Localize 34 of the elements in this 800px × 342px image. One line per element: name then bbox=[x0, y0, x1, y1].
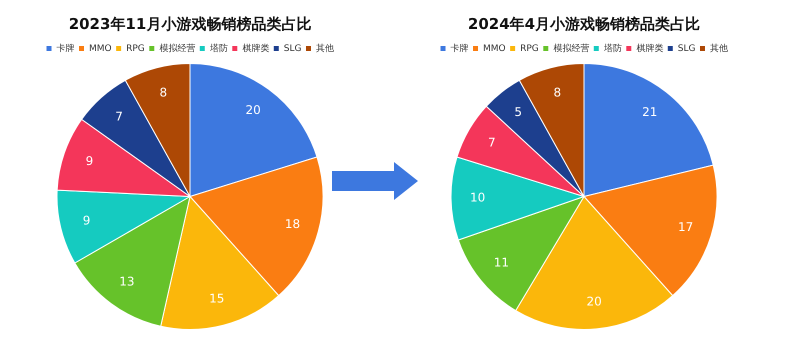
data-label: 9 bbox=[86, 154, 94, 168]
data-label: 13 bbox=[119, 274, 135, 288]
data-label: 17 bbox=[678, 220, 694, 234]
legend-label: 塔防 bbox=[208, 42, 228, 54]
data-label: 20 bbox=[586, 294, 602, 309]
data-label: 21 bbox=[642, 104, 658, 119]
legend-label: 模拟经营 bbox=[159, 42, 196, 54]
legend-label: 其他 bbox=[316, 42, 334, 54]
data-label: 8 bbox=[159, 86, 168, 100]
legend-label: 棋牌类 bbox=[242, 42, 270, 54]
legend-label: 塔防 bbox=[602, 42, 622, 54]
legend-label: 卡牌 bbox=[56, 42, 75, 54]
chart-title: 2024年4月小游戏畅销榜品类占比 bbox=[468, 14, 700, 33]
data-label: 15 bbox=[209, 292, 224, 306]
legend-label: RPG bbox=[126, 44, 145, 54]
data-label: 7 bbox=[115, 109, 123, 124]
data-label: 10 bbox=[470, 190, 486, 204]
legend-label: SLG bbox=[284, 44, 302, 54]
chart-title: 2023年11月小游戏畅销榜品类占比 bbox=[68, 14, 312, 33]
data-label: 5 bbox=[514, 104, 522, 119]
legend-label: 卡牌 bbox=[450, 42, 469, 54]
data-label: 20 bbox=[245, 102, 261, 117]
legend-label: 模拟经营 bbox=[553, 42, 590, 54]
data-label: 7 bbox=[488, 135, 496, 150]
legend-label: 其他 bbox=[710, 42, 728, 54]
data-label: 18 bbox=[284, 216, 300, 231]
legend-label: 棋牌类 bbox=[636, 42, 664, 54]
legend-label: SLG bbox=[678, 44, 696, 54]
data-label: 8 bbox=[553, 86, 562, 100]
data-label: 11 bbox=[494, 256, 510, 270]
legend-label: RPG bbox=[520, 44, 539, 54]
legend-label: MMO bbox=[89, 44, 112, 54]
data-label: 9 bbox=[82, 214, 90, 228]
legend-label: MMO bbox=[483, 44, 506, 54]
